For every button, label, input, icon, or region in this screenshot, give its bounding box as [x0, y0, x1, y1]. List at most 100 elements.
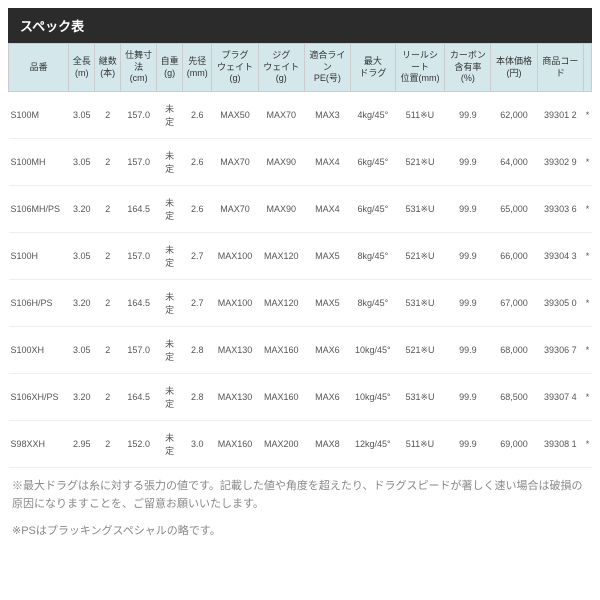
cell-7-11: 99.9: [445, 421, 491, 468]
footnote-1: ※最大ドラグは糸に対する張力の値です。記載した値や角度を超えたり、ドラグスピード…: [8, 478, 592, 513]
cell-4-3: 164.5: [121, 280, 157, 327]
cell-3-3: 157.0: [121, 233, 157, 280]
cell-0-10: 511※U: [395, 92, 445, 139]
cell-3-13: 39304 3: [537, 233, 583, 280]
cell-4-4: 未定: [157, 280, 183, 327]
col-header-0: 品番: [9, 44, 69, 92]
cell-5-14: *: [584, 327, 592, 374]
cell-1-3: 157.0: [121, 139, 157, 186]
col-header-6: プラグウェイト(g): [212, 44, 258, 92]
cell-6-0: S106XH/PS: [9, 374, 69, 421]
col-header-14: [584, 44, 592, 92]
cell-5-1: 3.05: [69, 327, 95, 374]
cell-5-8: MAX6: [304, 327, 350, 374]
cell-1-6: MAX70: [212, 139, 258, 186]
cell-7-14: *: [584, 421, 592, 468]
cell-2-7: MAX90: [258, 186, 304, 233]
cell-6-2: 2: [95, 374, 121, 421]
cell-6-1: 3.20: [69, 374, 95, 421]
cell-0-6: MAX50: [212, 92, 258, 139]
col-header-2: 継数(本): [95, 44, 121, 92]
footnote-2: ※PSはプラッキングスペシャルの略です。: [8, 523, 592, 541]
cell-1-11: 99.9: [445, 139, 491, 186]
cell-4-10: 531※U: [395, 280, 445, 327]
cell-5-11: 99.9: [445, 327, 491, 374]
cell-3-12: 66,000: [491, 233, 537, 280]
cell-7-1: 2.95: [69, 421, 95, 468]
cell-2-2: 2: [95, 186, 121, 233]
cell-0-2: 2: [95, 92, 121, 139]
col-header-13: 商品コード: [537, 44, 583, 92]
cell-5-9: 10kg/45°: [351, 327, 396, 374]
cell-5-3: 157.0: [121, 327, 157, 374]
cell-2-0: S106MH/PS: [9, 186, 69, 233]
cell-4-14: *: [584, 280, 592, 327]
cell-0-9: 4kg/45°: [351, 92, 396, 139]
cell-5-7: MAX160: [258, 327, 304, 374]
cell-1-0: S100MH: [9, 139, 69, 186]
cell-6-5: 2.8: [183, 374, 212, 421]
cell-7-5: 3.0: [183, 421, 212, 468]
cell-7-9: 12kg/45°: [351, 421, 396, 468]
cell-1-14: *: [584, 139, 592, 186]
col-header-5: 先径(mm): [183, 44, 212, 92]
cell-4-5: 2.7: [183, 280, 212, 327]
cell-0-1: 3.05: [69, 92, 95, 139]
cell-2-4: 未定: [157, 186, 183, 233]
cell-3-5: 2.7: [183, 233, 212, 280]
cell-6-12: 68,500: [491, 374, 537, 421]
cell-3-2: 2: [95, 233, 121, 280]
cell-5-13: 39306 7: [537, 327, 583, 374]
cell-6-7: MAX160: [258, 374, 304, 421]
table-row: S100M3.052157.0未定2.6MAX50MAX70MAX34kg/45…: [9, 92, 592, 139]
cell-6-13: 39307 4: [537, 374, 583, 421]
cell-0-8: MAX3: [304, 92, 350, 139]
cell-3-8: MAX5: [304, 233, 350, 280]
cell-4-13: 39305 0: [537, 280, 583, 327]
cell-0-4: 未定: [157, 92, 183, 139]
cell-4-7: MAX120: [258, 280, 304, 327]
cell-4-9: 8kg/45°: [351, 280, 396, 327]
cell-2-11: 99.9: [445, 186, 491, 233]
cell-0-5: 2.6: [183, 92, 212, 139]
col-header-9: 最大ドラグ: [351, 44, 396, 92]
cell-2-9: 6kg/45°: [351, 186, 396, 233]
cell-1-12: 64,000: [491, 139, 537, 186]
spec-table-title: スペック表: [8, 8, 592, 43]
cell-7-0: S98XXH: [9, 421, 69, 468]
cell-6-8: MAX6: [304, 374, 350, 421]
cell-3-9: 8kg/45°: [351, 233, 396, 280]
cell-0-12: 62,000: [491, 92, 537, 139]
cell-5-10: 521※U: [395, 327, 445, 374]
cell-0-7: MAX70: [258, 92, 304, 139]
cell-6-14: *: [584, 374, 592, 421]
cell-0-13: 39301 2: [537, 92, 583, 139]
col-header-11: カーボン含有率(%): [445, 44, 491, 92]
cell-7-10: 511※U: [395, 421, 445, 468]
cell-6-11: 99.9: [445, 374, 491, 421]
cell-6-4: 未定: [157, 374, 183, 421]
cell-1-2: 2: [95, 139, 121, 186]
cell-0-0: S100M: [9, 92, 69, 139]
cell-3-0: S100H: [9, 233, 69, 280]
cell-3-10: 521※U: [395, 233, 445, 280]
cell-4-8: MAX5: [304, 280, 350, 327]
cell-7-2: 2: [95, 421, 121, 468]
cell-2-6: MAX70: [212, 186, 258, 233]
cell-3-6: MAX100: [212, 233, 258, 280]
spec-table: 品番全長(m)継数(本)仕舞寸法(cm)自重(g)先径(mm)プラグウェイト(g…: [8, 43, 592, 468]
cell-5-2: 2: [95, 327, 121, 374]
table-header-row: 品番全長(m)継数(本)仕舞寸法(cm)自重(g)先径(mm)プラグウェイト(g…: [9, 44, 592, 92]
cell-0-11: 99.9: [445, 92, 491, 139]
cell-7-6: MAX160: [212, 421, 258, 468]
col-header-4: 自重(g): [157, 44, 183, 92]
cell-7-7: MAX200: [258, 421, 304, 468]
table-row: S98XXH2.952152.0未定3.0MAX160MAX200MAX812k…: [9, 421, 592, 468]
cell-2-12: 65,000: [491, 186, 537, 233]
cell-5-5: 2.8: [183, 327, 212, 374]
cell-1-10: 521※U: [395, 139, 445, 186]
col-header-10: リールシート位置(mm): [395, 44, 445, 92]
table-row: S100XH3.052157.0未定2.8MAX130MAX160MAX610k…: [9, 327, 592, 374]
cell-2-8: MAX4: [304, 186, 350, 233]
cell-1-4: 未定: [157, 139, 183, 186]
